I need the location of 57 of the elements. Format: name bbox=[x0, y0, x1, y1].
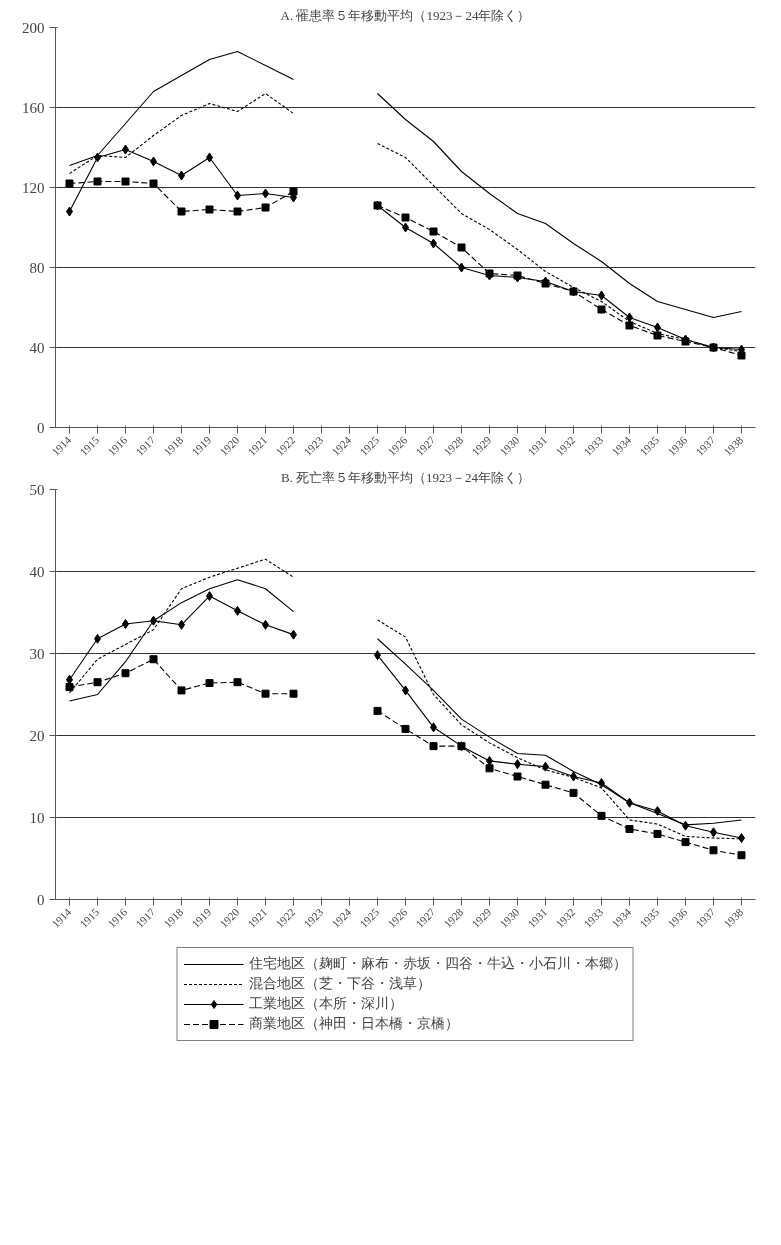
point bbox=[653, 331, 662, 340]
point bbox=[93, 678, 102, 687]
point bbox=[429, 742, 438, 751]
y-tick-label: 0 bbox=[37, 419, 45, 436]
point bbox=[93, 177, 102, 186]
chart-title: B. 死亡率５年移動平均（1923－24年除く） bbox=[280, 469, 531, 485]
point bbox=[177, 686, 186, 695]
legend-label: 工業地区（本所・深川） bbox=[248, 995, 403, 1013]
point bbox=[373, 706, 382, 715]
point bbox=[261, 203, 270, 212]
point bbox=[597, 811, 606, 820]
point bbox=[205, 205, 214, 214]
legend-label: 混合地区（芝・下谷・浅草） bbox=[248, 975, 431, 993]
y-tick-label: 40 bbox=[29, 563, 45, 580]
point bbox=[65, 683, 74, 692]
point bbox=[65, 179, 74, 188]
y-tick-label: 20 bbox=[29, 727, 45, 744]
point bbox=[149, 179, 158, 188]
point bbox=[401, 724, 410, 733]
y-tick-label: 0 bbox=[37, 891, 45, 908]
point bbox=[738, 833, 745, 843]
y-tick-label: 40 bbox=[29, 339, 45, 356]
point bbox=[485, 764, 494, 773]
point bbox=[401, 213, 410, 222]
y-tick-label: 200 bbox=[22, 19, 45, 36]
y-tick-label: 50 bbox=[29, 481, 45, 498]
point bbox=[429, 227, 438, 236]
point bbox=[457, 243, 466, 252]
point bbox=[625, 321, 634, 330]
point bbox=[737, 851, 746, 860]
point bbox=[709, 846, 718, 855]
chart-title: A. 罹患率５年移動平均（1923－24年除く） bbox=[280, 7, 531, 23]
point bbox=[625, 824, 634, 833]
point bbox=[261, 689, 270, 698]
y-tick-label: 80 bbox=[29, 259, 45, 276]
point bbox=[513, 772, 522, 781]
y-tick-label: 120 bbox=[22, 179, 45, 196]
point bbox=[289, 187, 298, 196]
point bbox=[541, 780, 550, 789]
point bbox=[289, 689, 298, 698]
point bbox=[597, 305, 606, 314]
point bbox=[233, 678, 242, 687]
point bbox=[177, 207, 186, 216]
y-tick-label: 30 bbox=[29, 645, 45, 662]
point bbox=[681, 838, 690, 847]
point bbox=[737, 351, 746, 360]
point bbox=[233, 207, 242, 216]
point bbox=[569, 788, 578, 797]
legend-label: 商業地区（神田・日本橋・京橋） bbox=[248, 1015, 459, 1033]
point bbox=[149, 655, 158, 664]
point bbox=[121, 669, 130, 678]
point bbox=[653, 829, 662, 838]
point bbox=[205, 679, 214, 688]
legend-label: 住宅地区（麹町・麻布・赤坂・四谷・牛込・小石川・本郷） bbox=[248, 955, 627, 973]
y-tick-label: 10 bbox=[29, 809, 45, 826]
y-tick-label: 160 bbox=[22, 99, 45, 116]
point bbox=[121, 177, 130, 186]
